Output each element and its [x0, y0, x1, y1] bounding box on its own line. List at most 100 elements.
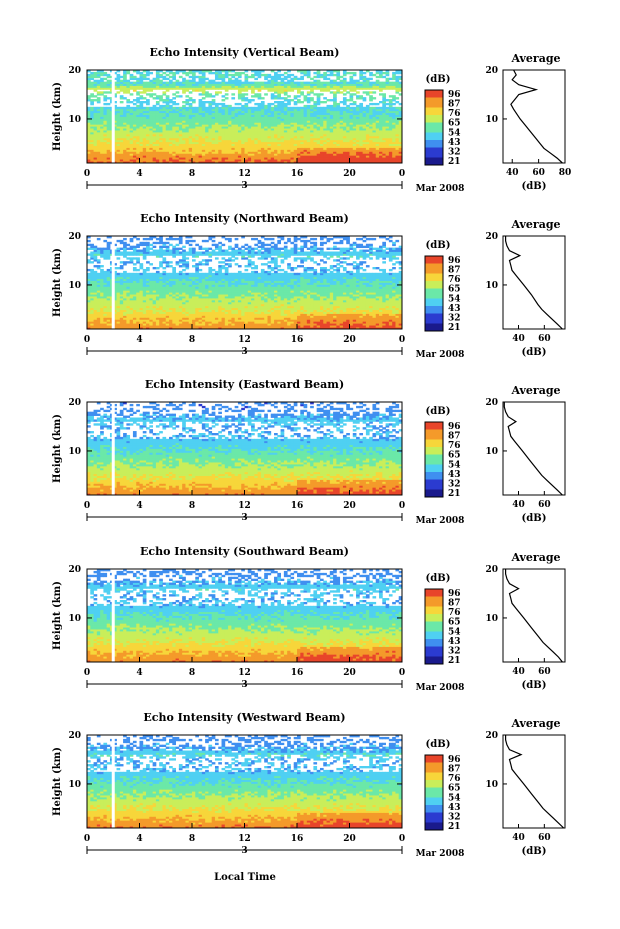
heatmap-cell: [245, 97, 249, 99]
heatmap-cell: [140, 72, 144, 74]
heatmap-cells: [87, 70, 402, 163]
heatmap-cell: [330, 80, 334, 82]
heatmap-cell: [100, 107, 104, 109]
heatmap-cell: [208, 101, 212, 103]
heatmap-cell: [386, 78, 390, 80]
heatmap-cell: [372, 82, 376, 84]
heatmap-cell: [87, 107, 91, 109]
x-tick-label: 20: [343, 169, 356, 179]
heatmap-cell: [182, 78, 186, 80]
heatmap-cell: [176, 103, 180, 105]
heatmap-cell: [395, 101, 399, 103]
heatmap-cell: [133, 99, 137, 101]
heatmap-cell: [159, 105, 163, 107]
heatmap-cell: [320, 93, 324, 95]
colorbar-unit: (dB): [426, 74, 451, 85]
heatmap-cell: [241, 72, 245, 74]
heatmap-cells: [87, 236, 402, 329]
heatmap-cell: [264, 74, 268, 76]
average-y-tick-label: 20: [485, 66, 498, 76]
heatmap-cell: [300, 76, 304, 78]
heatmap-cell: [287, 99, 291, 101]
heatmap-cell: [284, 103, 288, 105]
colorbar-tick-label: 21: [448, 157, 461, 167]
heatmap-cell: [267, 103, 271, 105]
heatmap-cell: [258, 103, 262, 105]
heatmap-cell: [159, 80, 163, 82]
heatmap-cell: [228, 78, 232, 80]
heatmap-cell: [238, 80, 242, 82]
heatmap-cell: [313, 76, 317, 78]
heatmap-cell: [359, 82, 363, 84]
heatmap-cell: [353, 72, 357, 74]
colorbar-tick-label: 96: [448, 90, 461, 100]
heatmap-cell: [130, 101, 134, 103]
heatmap-cell: [350, 93, 354, 95]
heatmap-cell: [356, 95, 360, 97]
heatmap-cell: [94, 72, 98, 74]
heatmap-cell: [346, 91, 350, 93]
heatmap-cell: [340, 80, 344, 82]
heatmap-cell: [185, 72, 189, 74]
x-axis-title: Local Time: [214, 872, 276, 883]
heatmap-cell: [277, 74, 281, 76]
heatmap-cell: [172, 72, 176, 74]
heatmap-cell: [235, 107, 239, 109]
colorbar-swatch: [425, 115, 443, 118]
heatmap-cell: [185, 99, 189, 101]
heatmap-cell: [248, 76, 252, 78]
heatmap-cell: [235, 78, 239, 80]
heatmap-cell: [156, 107, 160, 109]
colorbar-swatch: [425, 153, 443, 156]
colorbar-swatch: [425, 108, 443, 111]
heatmap-cell: [153, 78, 157, 80]
heatmap-cell: [376, 80, 380, 82]
heatmap-cell: [90, 93, 94, 95]
heatmap-cell: [343, 93, 347, 95]
heatmap-cell: [350, 72, 354, 74]
heatmap-cell: [267, 80, 271, 82]
colorbar-swatch: [425, 140, 443, 143]
day-label: 3: [241, 181, 247, 191]
heatmap-cell: [343, 78, 347, 80]
heatmap-cell: [346, 82, 350, 84]
heatmap-cell: [277, 82, 281, 84]
heatmap-cell: [136, 97, 140, 99]
x-tick-label: 4: [136, 169, 142, 179]
heatmap-cell: [356, 80, 360, 82]
heatmap-cell: [166, 78, 170, 80]
heatmap-cell: [369, 107, 373, 109]
heatmap-cell: [212, 99, 216, 101]
heatmap-cell: [126, 80, 130, 82]
heatmap-cell: [185, 80, 189, 82]
heatmap-cell: [245, 74, 249, 76]
panel-title: Echo Intensity (Northward Beam): [140, 212, 349, 225]
heatmap-cell: [330, 105, 334, 107]
heatmap-cell: [281, 101, 285, 103]
heatmap-cell: [389, 95, 393, 97]
heatmap-cell: [300, 82, 304, 84]
heatmap-cell: [284, 97, 288, 99]
heatmap-cell: [297, 107, 301, 109]
heatmap-cell: [90, 82, 94, 84]
heatmap-cell: [136, 105, 140, 107]
heatmap-cell: [346, 72, 350, 74]
heatmap-cell: [297, 99, 301, 101]
heatmap-cell: [251, 95, 255, 97]
heatmap-cell: [281, 78, 285, 80]
colorbar-swatch: [425, 118, 443, 121]
heatmap-cell: [340, 101, 344, 103]
heatmap-cell: [238, 107, 242, 109]
heatmap-cell: [363, 97, 367, 99]
heatmap-cell: [143, 107, 147, 109]
heatmap-cell: [149, 107, 153, 109]
heatmap-cell: [94, 95, 98, 97]
heatmap-cell: [350, 103, 354, 105]
heatmap-cell: [130, 82, 134, 84]
heatmap-cell: [205, 91, 209, 93]
heatmap-cell: [369, 103, 373, 105]
heatmap-cell: [313, 101, 317, 103]
heatmap-cell: [195, 82, 199, 84]
heatmap-cell: [192, 99, 196, 101]
heatmap-cell: [271, 103, 275, 105]
